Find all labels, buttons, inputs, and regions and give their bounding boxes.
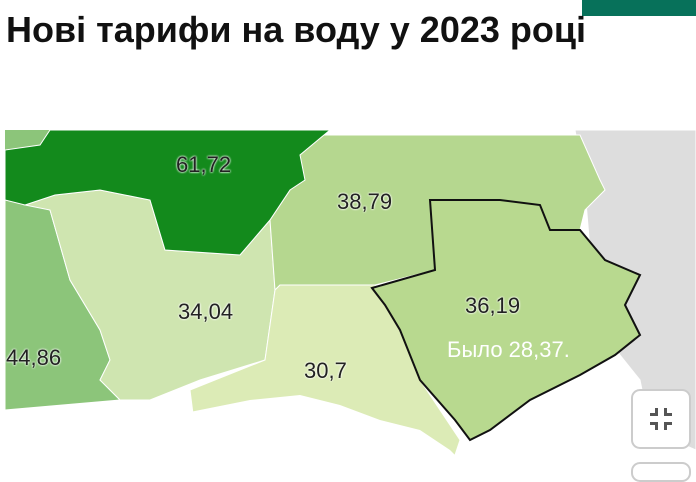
sea — [120, 395, 470, 470]
region-value-30: 30,7 — [304, 358, 347, 383]
region-value-44: 44,86 — [6, 345, 62, 370]
region-other-east — [574, 129, 696, 451]
region-value-34: 34,04 — [178, 299, 234, 324]
page-title: Нові тарифи на воду у 2023 році — [6, 9, 587, 50]
top-bar — [582, 0, 696, 16]
region-61 — [4, 129, 332, 256]
exit-fullscreen-icon — [650, 408, 672, 430]
fullscreen-button[interactable] — [631, 389, 691, 449]
region-36 — [370, 199, 642, 442]
choropleth-map[interactable] — [0, 129, 696, 471]
region-value-38: 38,79 — [337, 189, 393, 214]
map-control-button[interactable] — [631, 462, 691, 482]
region-note-36: Было 28,37. — [447, 337, 570, 362]
region-value-36: 36,19 — [465, 293, 521, 318]
region-value-61: 61,72 — [176, 152, 232, 177]
